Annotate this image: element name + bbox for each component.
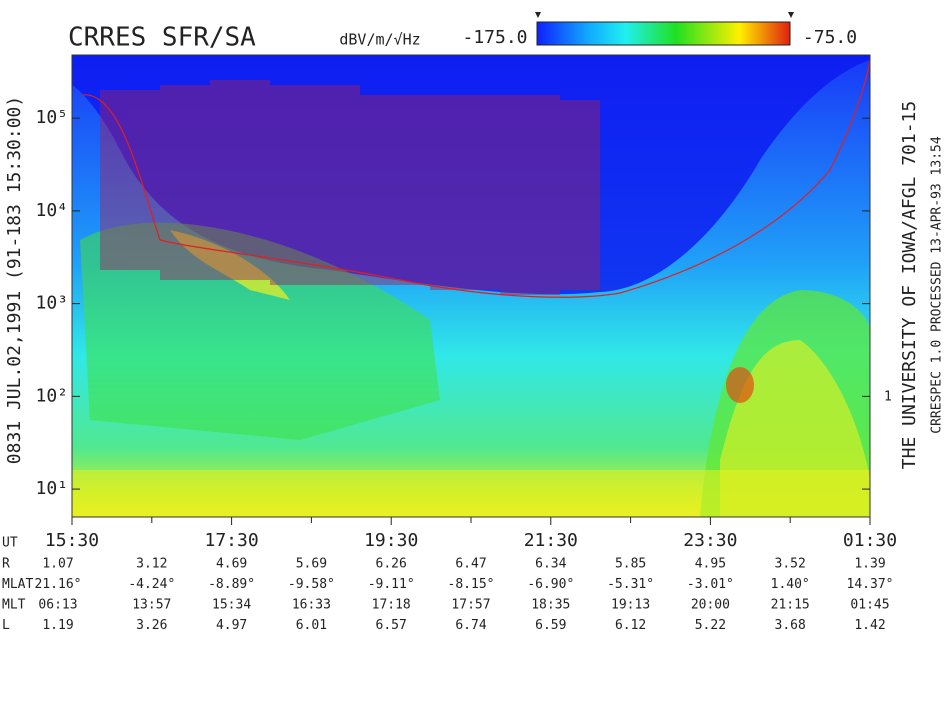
ephemeris-value: -9.11° [368,577,415,592]
ephemeris-label: MLAT [2,577,33,592]
ephemeris-value: 6.34 [535,557,566,572]
ephemeris-value: 01:45 [850,598,889,613]
ephemeris-value: 17:18 [372,598,411,613]
y-tick-label: 10³ [35,293,68,314]
ephemeris-value: -5.31° [607,577,654,592]
ephemeris-value: 3.26 [136,618,167,633]
ephemeris-value: 13:57 [132,598,171,613]
institution-label: THE UNIVERSITY OF IOWA/AFGL 701-15 [899,101,920,469]
colorbar-marker [535,12,794,18]
spectrogram [72,55,871,517]
ephemeris-value: 6.57 [376,618,407,633]
x-tick-label: 19:30 [364,530,418,551]
ephemeris-value: -8.15° [448,577,495,592]
ephemeris-value: 5.69 [296,557,327,572]
chart-title: CRRES SFR/SA [68,23,256,53]
ephemeris-label: R [2,557,10,572]
ephemeris-value: -8.89° [208,577,255,592]
ephemeris-value: 1.40° [771,577,810,592]
ephemeris-value: 18:35 [531,598,570,613]
ephemeris-value: 17:57 [451,598,490,613]
colorbar-tick-label: -175.0 [462,27,527,48]
ephemeris-value: 4.97 [216,618,247,633]
ephemeris-value: 5.22 [695,618,726,633]
ephemeris-value: -3.01° [687,577,734,592]
ephemeris-value: 1.42 [854,618,885,633]
colorbar-tick-label: -75.0 [803,27,857,48]
ephemeris-value: 19:13 [611,598,650,613]
processing-label: CRRESPEC 1.0 PROCESSED 13-APR-93 13:54 [930,136,945,434]
x-tick-label: 23:30 [683,530,737,551]
ephemeris-value: 4.69 [216,557,247,572]
ephemeris-label: UT [2,536,18,551]
ephemeris-value: -6.90° [527,577,574,592]
ephemeris-value: 6.47 [455,557,486,572]
colorbar [536,21,791,46]
colorbar-label: dBV/m/√Hz [339,31,420,49]
y-axis-label: 0831 JUL.02,1991 (91-183 15:30:00) [4,96,25,464]
ephemeris-value: 3.52 [775,557,806,572]
ephemeris-value: 1.39 [854,557,885,572]
ephemeris-value: 14.37° [847,577,894,592]
ephemeris-value: 15:34 [212,598,251,613]
ephemeris-value: 21.16° [35,577,82,592]
ephemeris-value: 6.26 [376,557,407,572]
ephemeris-value: 6.01 [296,618,327,633]
ephemeris-value: -4.24° [128,577,175,592]
y-tick-label: 10¹ [35,478,68,499]
ephemeris-label: L [2,618,10,633]
y-tick-label: 10² [35,385,68,406]
ephemeris-value: 4.95 [695,557,726,572]
ephemeris-value: 3.12 [136,557,167,572]
y-tick-label: 10⁴ [35,200,68,221]
x-tick-label: 01:30 [843,530,897,551]
ephemeris-value: 16:33 [292,598,331,613]
ephemeris-value: 20:00 [691,598,730,613]
ephemeris-value: 5.85 [615,557,646,572]
ephemeris-value: 6.12 [615,618,646,633]
ephemeris-value: 21:15 [771,598,810,613]
ephemeris-value: 06:13 [38,598,77,613]
ephemeris-value: -9.58° [288,577,335,592]
right-axis-label: 1 [884,390,892,405]
x-tick-label: 15:30 [45,530,99,551]
ephemeris-label: MLT [2,598,26,613]
ephemeris-value: 1.07 [42,557,73,572]
ephemeris-value: 6.59 [535,618,566,633]
ephemeris-value: 6.74 [455,618,486,633]
ephemeris-value: 1.19 [42,618,73,633]
ephemeris-value: 3.68 [775,618,806,633]
x-tick-label: 17:30 [205,530,259,551]
x-tick-label: 21:30 [524,530,578,551]
y-tick-label: 10⁵ [35,107,68,128]
